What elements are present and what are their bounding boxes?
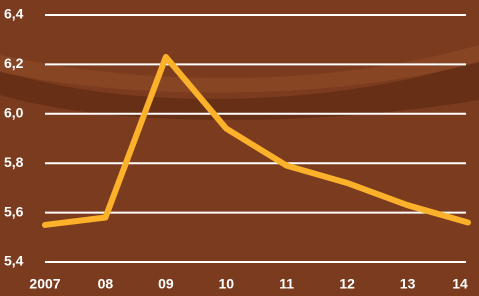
x-tick-label: 12	[339, 276, 355, 292]
background	[0, 0, 479, 296]
x-tick-label: 13	[400, 276, 416, 292]
y-tick-label: 5,6	[4, 203, 24, 219]
x-tick-label: 09	[158, 276, 174, 292]
chart: 5,4 5,6 5,8 6,0 6,2 6,4 2007 08 09 10 11 12 13 14	[0, 0, 479, 296]
y-tick-label: 6,0	[4, 105, 24, 121]
y-tick-label: 6,2	[4, 55, 24, 71]
x-tick-label: 2007	[29, 276, 60, 292]
x-tick-label: 10	[218, 276, 234, 292]
y-tick-label: 5,4	[4, 253, 24, 269]
x-tick-label: 08	[98, 276, 114, 292]
y-tick-label: 6,4	[4, 6, 24, 22]
x-tick-label: 14	[452, 276, 468, 292]
y-tick-label: 5,8	[4, 154, 24, 170]
x-tick-label: 11	[279, 276, 294, 292]
page: 5,45,65,86,06,26,4200708091011121314 (()…	[0, 0, 479, 296]
